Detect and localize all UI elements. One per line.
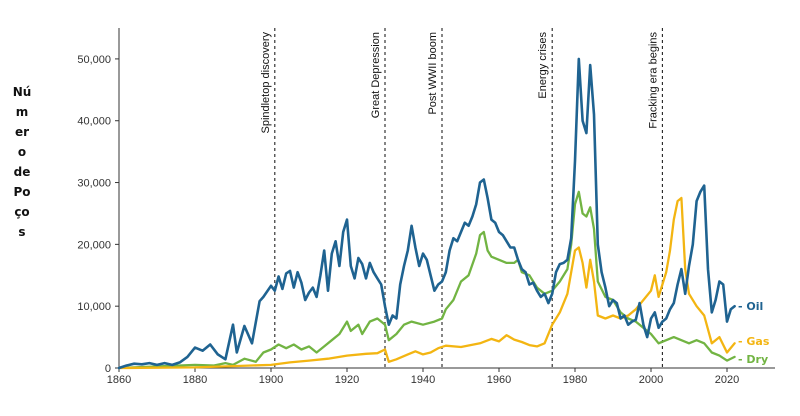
y-tick-label: 50,000 bbox=[77, 54, 111, 66]
series-gas-line bbox=[117, 196, 736, 370]
legend-gas: - Gas bbox=[738, 335, 770, 348]
series-oil-line bbox=[117, 57, 736, 370]
y-tick-label: 0 bbox=[105, 363, 111, 375]
series-dry-line bbox=[117, 190, 736, 370]
y-tick-label: 10,000 bbox=[77, 301, 111, 313]
x-tick-label: 1940 bbox=[411, 374, 435, 386]
legend-oil: - Oil bbox=[738, 300, 763, 313]
x-tick-label: 1960 bbox=[487, 374, 511, 386]
y-tick-label: 20,000 bbox=[77, 239, 111, 251]
event-label: Great Depression bbox=[370, 32, 382, 118]
y-axis-label: Número de Poços bbox=[12, 85, 35, 239]
y-tick-label: 30,000 bbox=[77, 178, 111, 190]
x-tick-label: 1900 bbox=[259, 374, 283, 386]
event-markers: Spindletop discovery Great Depression Post… bbox=[260, 28, 663, 368]
chart-axes: 1860 1880 1900 1920 1940 1960 1980 2000 2020 0 10,… bbox=[77, 28, 775, 386]
x-tick-label: 1880 bbox=[183, 374, 207, 386]
event-label: Fracking era begins bbox=[647, 32, 659, 129]
x-tick-label: 1860 bbox=[107, 374, 131, 386]
x-tick-label: 2000 bbox=[639, 374, 663, 386]
x-tick-label: 2020 bbox=[715, 374, 739, 386]
event-label: Spindletop discovery bbox=[260, 32, 272, 134]
event-label: Energy crises bbox=[537, 32, 549, 99]
y-tick-label: 40,000 bbox=[77, 116, 111, 128]
event-label: Post WWII boom bbox=[427, 32, 439, 115]
series-lines bbox=[117, 57, 736, 370]
legend: - Oil - Gas - Dry bbox=[738, 300, 770, 366]
x-tick-label: 1980 bbox=[563, 374, 587, 386]
x-tick-label: 1920 bbox=[335, 374, 359, 386]
legend-dry: - Dry bbox=[738, 353, 768, 366]
